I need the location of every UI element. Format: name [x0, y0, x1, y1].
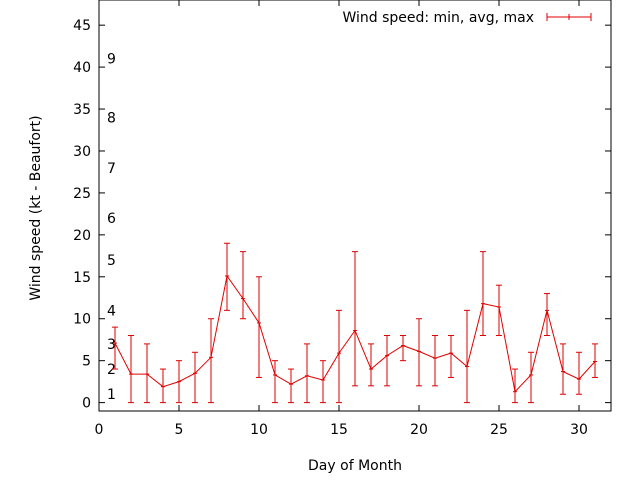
beaufort-label: 8	[107, 110, 116, 126]
y-tick-label: 25	[73, 186, 91, 202]
y-axis-label: Wind speed (kt - Beaufort)	[28, 115, 44, 300]
beaufort-label: 4	[107, 303, 116, 319]
x-axis: 0 5 10 15 20 25 30	[95, 0, 588, 438]
beaufort-label: 5	[107, 253, 116, 269]
plot-frame	[98, 0, 612, 412]
x-tick-label: 15	[330, 422, 348, 438]
y-tick-label: 30	[73, 144, 91, 160]
y-tick-label: 45	[73, 18, 91, 34]
x-tick-label: 30	[570, 422, 588, 438]
legend-label: Wind speed: min, avg, max	[342, 10, 534, 26]
x-tick-label: 20	[410, 422, 428, 438]
y-tick-label: 35	[73, 102, 91, 118]
y-tick-label: 40	[73, 60, 91, 76]
y-tick-label: 15	[73, 270, 91, 286]
beaufort-label: 9	[107, 52, 116, 68]
beaufort-label: 6	[107, 211, 116, 227]
y-tick-label: 10	[73, 312, 91, 328]
series-layer	[112, 242, 598, 404]
beaufort-label: 1	[107, 387, 116, 403]
x-tick-label: 0	[95, 422, 104, 438]
x-tick-label: 25	[490, 422, 508, 438]
beaufort-label: 7	[107, 161, 116, 177]
x-axis-label: Day of Month	[308, 458, 402, 474]
x-tick-label: 10	[250, 422, 268, 438]
legend: Wind speed: min, avg, max	[342, 10, 592, 26]
y-tick-label: 0	[82, 396, 91, 412]
y-tick-label: 20	[73, 228, 91, 244]
y-tick-label: 5	[82, 354, 91, 370]
x-tick-label: 5	[175, 422, 184, 438]
beaufort-label: 2	[107, 362, 116, 378]
beaufort-scale-labels: 1 2 3 4 5 6 7 8 9	[107, 52, 116, 404]
beaufort-label: 3	[107, 337, 116, 353]
